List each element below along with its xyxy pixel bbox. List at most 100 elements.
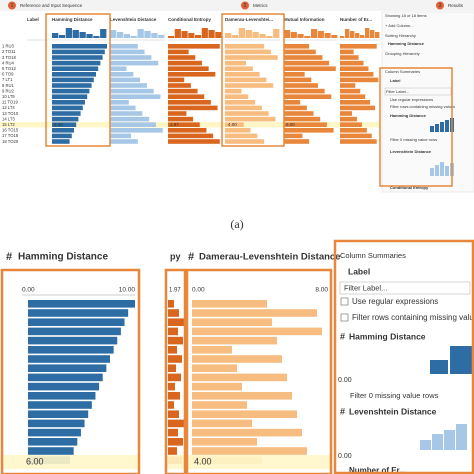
bar (110, 60, 159, 66)
mini-hist (252, 32, 259, 38)
bar (340, 116, 357, 122)
panel-box (164, 268, 187, 474)
bar (52, 77, 94, 83)
bar (52, 88, 90, 94)
label: Damerau-Levenshtei... (225, 17, 273, 22)
bar (284, 105, 307, 111)
bar (28, 410, 89, 418)
step-badge (241, 1, 249, 10)
label: Hamming Distance (388, 41, 425, 46)
bar (28, 309, 129, 317)
bar (284, 66, 336, 71)
bar (284, 128, 334, 133)
mini-hist (208, 30, 215, 38)
bar (168, 318, 184, 326)
bar (284, 60, 330, 66)
label: 14 LT3 (2, 116, 15, 121)
mini-hist (445, 166, 449, 176)
mini-hist (350, 31, 355, 38)
bar (340, 66, 369, 71)
bar (225, 105, 262, 111)
label: 0.00 (338, 377, 352, 384)
highlight-row (166, 455, 331, 469)
checkbox (340, 313, 349, 322)
mini-hist (130, 36, 137, 38)
bar (225, 88, 242, 94)
bar (168, 139, 220, 144)
label: 6 TO9 (2, 72, 14, 77)
bar (168, 122, 200, 127)
mini-hist (259, 34, 266, 38)
bar (192, 300, 267, 308)
bar (168, 83, 191, 88)
mini-hist (340, 36, 345, 38)
bar (192, 438, 257, 446)
hash-icon: # (6, 251, 12, 263)
bar (110, 44, 138, 49)
mini-hist (440, 162, 444, 176)
label: 4.00 (228, 122, 237, 127)
mini-hist (52, 33, 59, 38)
mini-hist (444, 430, 455, 450)
mini-hist (445, 120, 449, 132)
bar (168, 77, 185, 83)
label: 11 TO19 (2, 100, 19, 105)
bar (52, 55, 103, 60)
highlight-box (379, 67, 453, 187)
bar (192, 392, 292, 400)
bar (284, 83, 318, 88)
mini-hist (360, 35, 365, 38)
bar (28, 392, 96, 400)
bar (110, 122, 156, 127)
bar (168, 88, 198, 94)
bar (225, 94, 249, 99)
bar (168, 392, 180, 400)
label: Column Summaries (385, 69, 420, 74)
bar (192, 336, 277, 345)
bar (28, 346, 114, 354)
label: 13 TO10 (2, 111, 19, 116)
bar (28, 355, 110, 363)
bar (284, 133, 303, 139)
bar (168, 49, 189, 55)
mini-hist (174, 29, 181, 38)
bar (225, 72, 260, 77)
header-bar (0, 0, 474, 11)
bar (192, 318, 272, 326)
mini-hist (137, 29, 144, 38)
bar (192, 346, 232, 354)
label: 12 LT4 (2, 105, 15, 110)
mini-hist (435, 165, 439, 176)
bar (110, 66, 127, 71)
label: Hamming Distance (52, 17, 93, 22)
label: Results (448, 3, 464, 8)
label: Filter Label... (386, 89, 409, 94)
label: 5 TO12 (2, 66, 16, 71)
label: Filter rows containing missing values (390, 104, 455, 109)
mini-hist (311, 29, 318, 38)
mini-hist (290, 32, 297, 38)
label: Showing 18 of 18 items (385, 13, 427, 18)
label: Label (348, 266, 370, 276)
mini-hist (195, 35, 202, 38)
bar (340, 100, 371, 105)
bar (168, 346, 177, 354)
bar (110, 105, 136, 111)
mini-hist (324, 33, 331, 38)
bar (110, 72, 134, 77)
bar (28, 428, 81, 437)
bar (168, 44, 220, 49)
label: 1 RU3 (2, 44, 15, 49)
bar (28, 327, 121, 336)
label: 6.00 (26, 456, 44, 466)
bar (110, 55, 152, 60)
label: Hamming Distance (18, 252, 108, 263)
bar (284, 139, 310, 144)
label: 6.00 (54, 122, 63, 127)
label: 1.97 (170, 122, 179, 127)
bar (340, 105, 376, 111)
highlight-row (2, 455, 139, 469)
label: Number of Er... (340, 17, 372, 22)
bar (110, 83, 147, 88)
mini-hist (345, 29, 350, 38)
